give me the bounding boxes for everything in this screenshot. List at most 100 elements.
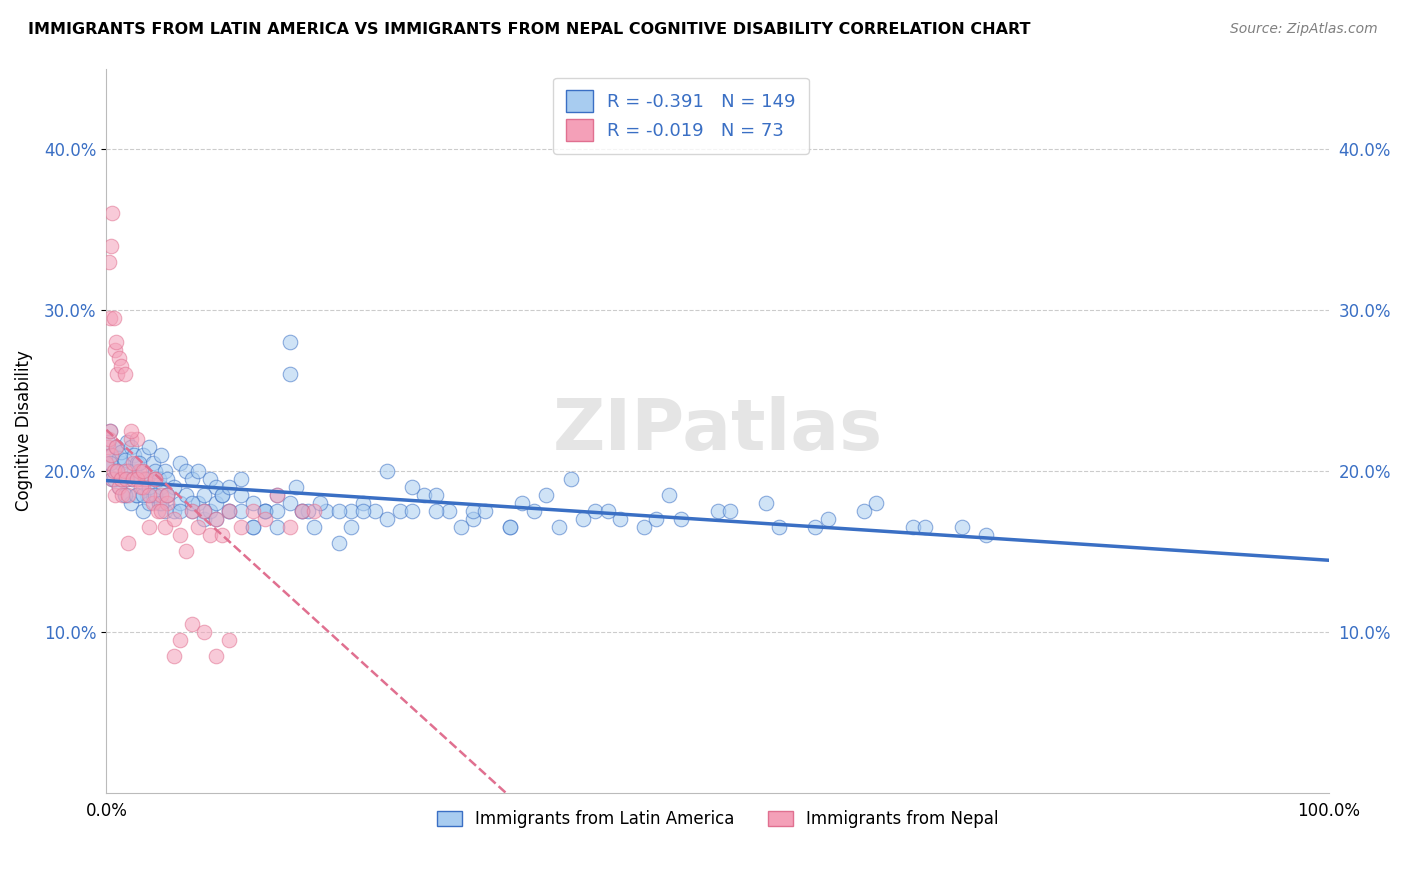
Point — [96, 456, 118, 470]
Point — [461, 504, 484, 518]
Point — [98, 310, 121, 325]
Point — [132, 464, 155, 478]
Point — [138, 440, 160, 454]
Point — [718, 504, 741, 518]
Point — [162, 480, 184, 494]
Point — [100, 448, 122, 462]
Point — [142, 456, 165, 470]
Point — [114, 488, 136, 502]
Point — [156, 488, 179, 502]
Point — [132, 488, 155, 502]
Point — [174, 488, 197, 502]
Point — [156, 488, 179, 502]
Point — [218, 632, 240, 647]
Point — [107, 351, 129, 366]
Point — [278, 368, 301, 382]
Point — [169, 504, 191, 518]
Point — [162, 504, 184, 518]
Point — [111, 488, 134, 502]
Point — [180, 616, 202, 631]
Point — [560, 472, 582, 486]
Point — [572, 512, 595, 526]
Point — [128, 456, 150, 470]
Point — [148, 496, 170, 510]
Point — [114, 368, 136, 382]
Point — [291, 504, 314, 518]
Point — [104, 488, 127, 502]
Point — [169, 496, 191, 510]
Point — [169, 528, 191, 542]
Point — [278, 496, 301, 510]
Point — [315, 504, 337, 518]
Point — [425, 488, 447, 502]
Point — [218, 480, 240, 494]
Point — [229, 488, 252, 502]
Point — [121, 472, 143, 486]
Point — [218, 504, 240, 518]
Point — [150, 448, 173, 462]
Point — [474, 504, 496, 518]
Point — [200, 528, 222, 542]
Point — [143, 488, 166, 502]
Point — [143, 472, 166, 486]
Point — [180, 504, 202, 518]
Point — [132, 504, 155, 518]
Point — [242, 520, 264, 534]
Point — [107, 480, 129, 494]
Point — [768, 520, 790, 534]
Point — [340, 520, 363, 534]
Point — [901, 520, 924, 534]
Point — [150, 496, 173, 510]
Point — [101, 206, 124, 220]
Point — [156, 488, 179, 502]
Point — [120, 424, 142, 438]
Point — [122, 456, 145, 470]
Legend: Immigrants from Latin America, Immigrants from Nepal: Immigrants from Latin America, Immigrant… — [430, 804, 1005, 835]
Point — [596, 504, 619, 518]
Point — [97, 432, 120, 446]
Point — [284, 480, 307, 494]
Point — [413, 488, 436, 502]
Point — [132, 480, 155, 494]
Point — [193, 624, 215, 639]
Point — [352, 496, 374, 510]
Point — [156, 496, 179, 510]
Point — [169, 632, 191, 647]
Point — [148, 472, 170, 486]
Point — [804, 520, 827, 534]
Point — [129, 464, 152, 478]
Point — [193, 504, 215, 518]
Point — [254, 504, 277, 518]
Point — [138, 480, 160, 494]
Point — [187, 464, 209, 478]
Point — [229, 520, 252, 534]
Point — [128, 464, 150, 478]
Point — [254, 512, 277, 526]
Point — [110, 359, 132, 374]
Point — [125, 472, 148, 486]
Point — [103, 310, 125, 325]
Point — [547, 520, 569, 534]
Point — [377, 512, 399, 526]
Point — [205, 496, 228, 510]
Point — [125, 456, 148, 470]
Point — [437, 504, 460, 518]
Point — [150, 480, 173, 494]
Point — [110, 472, 132, 486]
Point — [174, 544, 197, 558]
Point — [110, 444, 132, 458]
Point — [266, 504, 288, 518]
Point — [291, 504, 314, 518]
Point — [98, 424, 121, 438]
Point — [98, 456, 121, 470]
Point — [100, 238, 122, 252]
Point — [105, 440, 128, 454]
Point — [105, 368, 128, 382]
Point — [143, 472, 166, 486]
Point — [180, 496, 202, 510]
Point — [115, 472, 138, 486]
Text: IMMIGRANTS FROM LATIN AMERICA VS IMMIGRANTS FROM NEPAL COGNITIVE DISABILITY CORR: IMMIGRANTS FROM LATIN AMERICA VS IMMIGRA… — [28, 22, 1031, 37]
Point — [523, 504, 546, 518]
Y-axis label: Cognitive Disability: Cognitive Disability — [15, 351, 32, 511]
Point — [107, 450, 129, 465]
